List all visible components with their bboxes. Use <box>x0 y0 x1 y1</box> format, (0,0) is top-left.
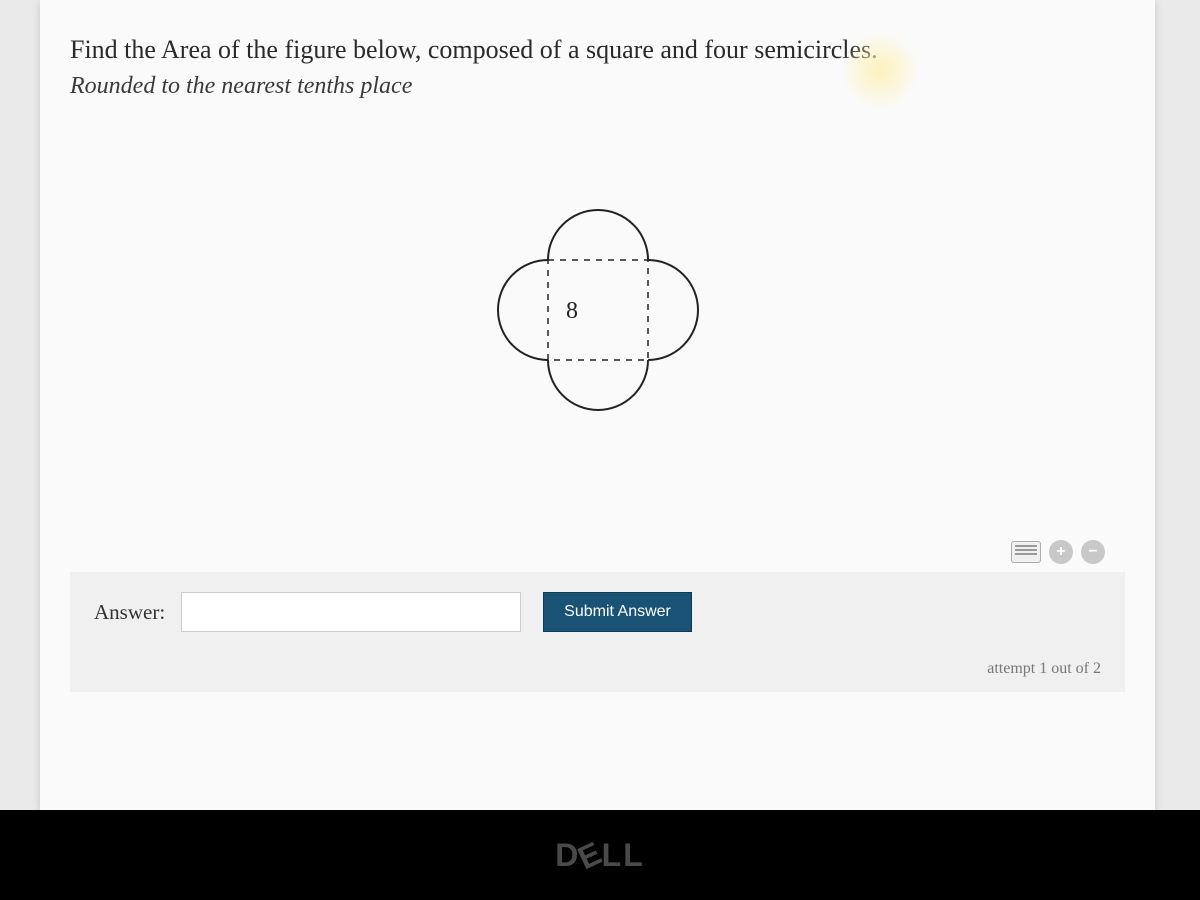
answer-row: Answer: Submit Answer <box>70 572 1125 652</box>
zoom-out-icon[interactable]: − <box>1081 540 1105 564</box>
keyboard-icon[interactable] <box>1011 540 1041 564</box>
semicircle-bottom <box>548 360 648 410</box>
semicircle-left <box>498 260 548 360</box>
attempt-text: attempt 1 out of 2 <box>70 652 1125 692</box>
dashed-square <box>548 260 648 360</box>
submit-button[interactable]: Submit Answer <box>543 592 692 632</box>
side-label: 8 <box>566 298 578 324</box>
question-panel: Find the Area of the figure below, compo… <box>40 0 1155 810</box>
monitor-bezel: DELL <box>0 810 1200 900</box>
toolbar-row: + − <box>70 540 1125 564</box>
dell-logo: DELL <box>555 837 645 874</box>
answer-label: Answer: <box>94 600 165 625</box>
answer-input[interactable] <box>181 592 521 632</box>
question-main-text: Find the Area of the figure below, compo… <box>70 30 1125 69</box>
figure-svg: 8 <box>458 170 738 450</box>
question-sub-text: Rounded to the nearest tenths place <box>70 73 1125 100</box>
figure-container: 8 <box>70 170 1125 450</box>
semicircle-right <box>648 260 698 360</box>
zoom-in-icon[interactable]: + <box>1049 540 1073 564</box>
semicircle-top <box>548 210 648 260</box>
